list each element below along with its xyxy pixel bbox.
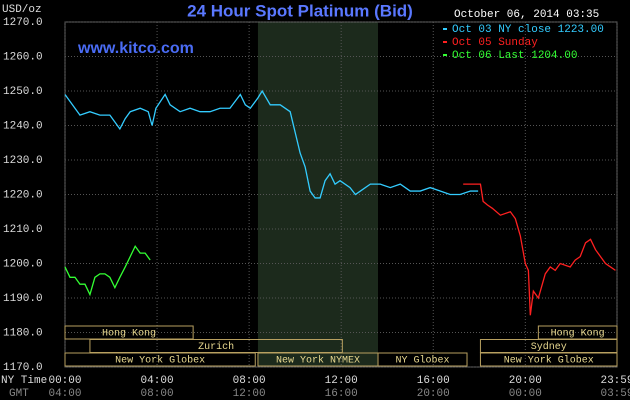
y-tick-label: 1260.0 [3,51,43,63]
session-box [377,352,468,367]
x2-tick-label: 20:00 [417,388,450,400]
x2-tick-label: 16:00 [325,388,358,400]
x-tick-label: 00:00 [48,375,81,387]
legend-swatch [443,41,447,43]
timestamp: October 06, 2014 03:35 [454,9,599,21]
session-box [64,352,256,367]
legend-entry: Oct 05 Sunday [452,37,538,49]
session-label: Hong Kong [551,329,605,340]
x2-tick-label: 12:00 [233,388,266,400]
legend-swatch [443,54,447,56]
session-label: Sydney [531,341,567,353]
x2-tick-label: 00:00 [509,388,542,400]
series-line [64,244,151,297]
y-tick-label: 1240.0 [3,120,43,132]
legend-entry: Oct 03 NY close 1223.00 [452,24,604,36]
session-label: Hong Kong [102,329,156,340]
y-tick-label: 1220.0 [3,189,43,201]
x-row-label: NY Time [1,375,47,387]
x-tick-label: 04:00 [141,375,174,387]
y-tick-label: 1250.0 [3,86,43,98]
legend-entry: Oct 06 Last 1204.00 [452,50,577,62]
y-tick-label: 1230.0 [3,155,43,167]
y-axis-label: USD/oz [2,4,42,16]
series-line [64,89,479,199]
y-tick-label: 1270.0 [3,17,43,29]
x-tick-label: 08:00 [233,375,266,387]
x-tick-label: 16:00 [417,375,450,387]
watermark: www.kitco.com [77,40,194,57]
series-line [463,183,616,316]
x2-tick-label: 03:59 [600,388,630,400]
legend-swatch [443,28,447,30]
session-box [479,352,618,367]
x2-row-label: GMT [9,388,29,400]
chart-title: 24 Hour Spot Platinum (Bid) [187,1,413,20]
y-tick-label: 1190.0 [3,293,43,305]
session-label: NY Globex [396,355,450,367]
session-label: New York NYMEX [276,355,360,367]
y-tick-label: 1210.0 [3,224,43,236]
session-label: Zurich [198,341,234,353]
y-tick-label: 1170.0 [3,362,43,374]
x-tick-label: 20:00 [509,375,542,387]
x2-tick-label: 04:00 [48,388,81,400]
session-label: New York Globex [504,355,594,367]
x-tick-label: 23:59 [600,375,630,387]
y-tick-label: 1180.0 [3,327,43,339]
x-tick-label: 12:00 [325,375,358,387]
session-label: New York Globex [115,355,205,367]
x2-tick-label: 08:00 [141,388,174,400]
y-tick-label: 1200.0 [3,258,43,270]
